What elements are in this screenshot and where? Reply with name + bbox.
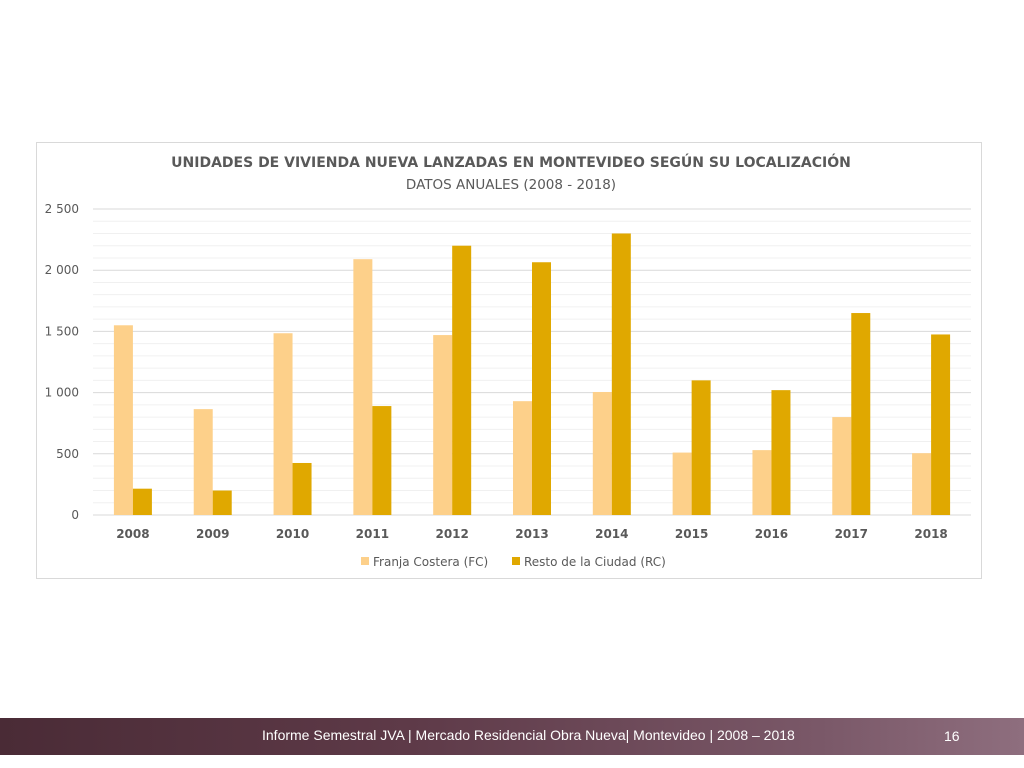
- chart-title: UNIDADES DE VIVIENDA NUEVA LANZADAS EN M…: [171, 153, 851, 171]
- bar-fc-2015: [672, 452, 692, 515]
- bar-fc-2018: [912, 453, 932, 515]
- x-tick-label: 2014: [595, 527, 628, 541]
- bar-fc-2010: [273, 333, 293, 515]
- chart-subtitle: DATOS ANUALES (2008 - 2018): [406, 177, 616, 193]
- bar-chart: UNIDADES DE VIVIENDA NUEVA LANZADAS EN M…: [45, 153, 971, 569]
- x-tick-label: 2013: [515, 527, 548, 541]
- bar-fc-2009: [193, 409, 213, 515]
- bar-fc-2014: [592, 391, 612, 515]
- chart-frame: UNIDADES DE VIVIENDA NUEVA LANZADAS EN M…: [36, 142, 982, 579]
- y-tick-label: 2 000: [45, 263, 79, 277]
- bar-fc-2011: [353, 259, 373, 515]
- bar-fc-2008: [113, 325, 133, 515]
- x-tick-label: 2008: [116, 527, 149, 541]
- bar-fc-2013: [513, 401, 532, 515]
- legend: Franja Costera (FC) Resto de la Ciudad (…: [361, 555, 666, 569]
- x-tick-label: 2009: [196, 527, 229, 541]
- bars: [113, 233, 951, 515]
- legend-swatch-fc: [361, 557, 369, 565]
- x-tick-label: 2017: [835, 527, 868, 541]
- x-tick-label: 2011: [356, 527, 389, 541]
- y-axis-ticks: 0 500 1 000 1 500 2 000 2 500: [45, 202, 79, 522]
- bar-rc-2014: [611, 233, 631, 515]
- bar-rc-2011: [372, 406, 392, 515]
- footer-bar: Informe Semestral JVA | Mercado Residenc…: [0, 718, 1024, 755]
- legend-swatch-rc: [512, 557, 520, 565]
- bar-rc-2010: [292, 462, 312, 515]
- y-tick-label: 0: [71, 508, 79, 522]
- bar-fc-2012: [433, 335, 453, 515]
- y-tick-label: 1 500: [45, 324, 79, 338]
- x-tick-label: 2010: [276, 527, 309, 541]
- bar-rc-2012: [452, 245, 472, 515]
- y-tick-label: 2 500: [45, 202, 79, 216]
- bar-fc-2016: [752, 450, 772, 515]
- bar-rc-2016: [771, 390, 791, 515]
- bar-rc-2009: [212, 490, 232, 515]
- x-tick-label: 2015: [675, 527, 708, 541]
- x-tick-label: 2012: [435, 527, 468, 541]
- bar-rc-2013: [532, 262, 551, 515]
- legend-label-fc: Franja Costera (FC): [373, 555, 488, 569]
- legend-label-rc: Resto de la Ciudad (RC): [524, 555, 666, 569]
- bar-rc-2018: [931, 334, 951, 515]
- footer-text: Informe Semestral JVA | Mercado Residenc…: [262, 727, 795, 743]
- x-tick-label: 2018: [914, 527, 947, 541]
- bar-rc-2017: [851, 313, 871, 515]
- x-tick-label: 2016: [755, 527, 788, 541]
- y-tick-label: 1 000: [45, 386, 79, 400]
- bar-rc-2015: [691, 380, 711, 515]
- bar-fc-2017: [832, 417, 852, 515]
- page-number: 16: [944, 728, 960, 744]
- bar-rc-2008: [132, 488, 152, 515]
- y-tick-label: 500: [56, 447, 79, 461]
- x-axis-ticks: 2008 2009 2010 2011 2012 2013 2014 2015 2016 2017…: [116, 527, 948, 541]
